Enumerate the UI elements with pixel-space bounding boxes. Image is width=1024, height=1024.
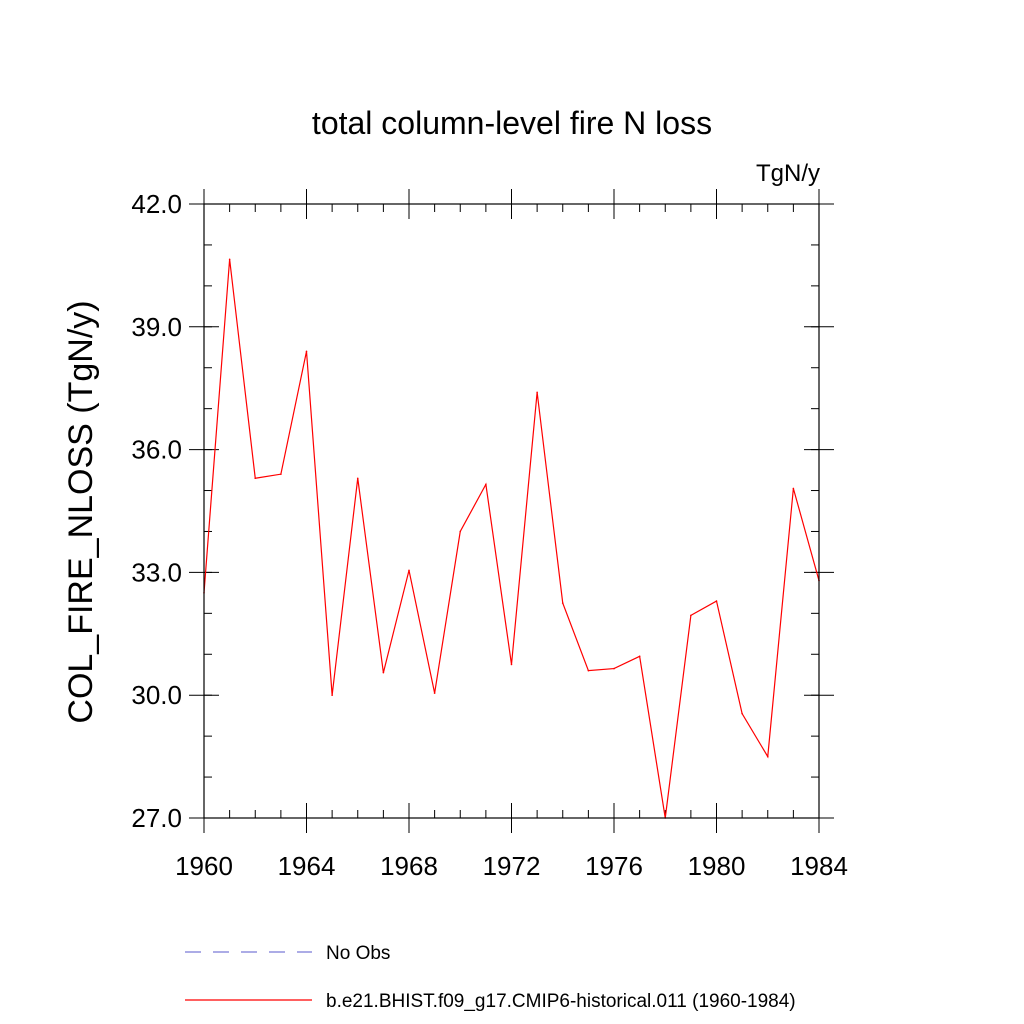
x-tick-label: 1976 <box>585 851 643 881</box>
y-tick-label: 33.0 <box>131 557 182 587</box>
data-point <box>254 477 257 480</box>
x-tick-label: 1980 <box>688 851 746 881</box>
units-label: TgN/y <box>756 160 820 187</box>
data-point <box>331 694 333 696</box>
data-point <box>305 350 308 353</box>
x-tick-label: 1960 <box>175 851 233 881</box>
data-point <box>587 669 590 672</box>
data-point <box>741 712 743 715</box>
y-tick-label: 42.0 <box>131 189 182 219</box>
y-tick-labels: 27.0 30.0 33.0 36.0 39.0 42.0 <box>131 189 182 833</box>
x-tick-label: 1984 <box>790 851 848 881</box>
legend: No Obs b.e21.BHIST.f09_g17.CMIP6-historic… <box>185 943 796 1012</box>
axis-ticks <box>189 189 834 833</box>
data-point <box>613 667 615 670</box>
plot-frame <box>203 203 820 819</box>
data-point <box>459 530 462 533</box>
x-tick-label: 1972 <box>483 851 541 881</box>
data-point <box>638 655 641 658</box>
data-point <box>766 755 769 758</box>
data-point <box>433 692 436 694</box>
chart-title: total column-level fire N loss <box>312 105 712 141</box>
data-point <box>690 614 692 617</box>
legend-label: No Obs <box>326 943 390 964</box>
data-point <box>510 663 513 666</box>
x-tick-label: 1964 <box>278 851 336 881</box>
x-tick-labels: 1960 1964 1968 1972 1976 1980 1984 <box>175 851 848 881</box>
data-point <box>715 600 718 602</box>
y-tick-label: 30.0 <box>131 680 182 710</box>
y-tick-label: 39.0 <box>131 312 182 342</box>
data-point <box>280 473 282 475</box>
data-point <box>408 569 410 572</box>
data-point <box>228 258 231 261</box>
data-point <box>792 487 795 490</box>
legend-label: b.e21.BHIST.f09_g17.CMIP6-historical.011… <box>326 991 796 1012</box>
y-tick-label: 27.0 <box>131 803 182 833</box>
y-tick-label: 36.0 <box>131 435 182 465</box>
data-point <box>382 671 385 674</box>
series-line <box>203 259 820 819</box>
x-tick-label: 1968 <box>380 851 438 881</box>
data-point <box>356 477 359 480</box>
series-layer <box>203 258 820 819</box>
data-point <box>536 391 538 394</box>
y-axis-label: COL_FIRE_NLOSS (TgN/y) <box>62 300 100 723</box>
data-point <box>561 602 564 604</box>
data-point <box>485 483 487 486</box>
